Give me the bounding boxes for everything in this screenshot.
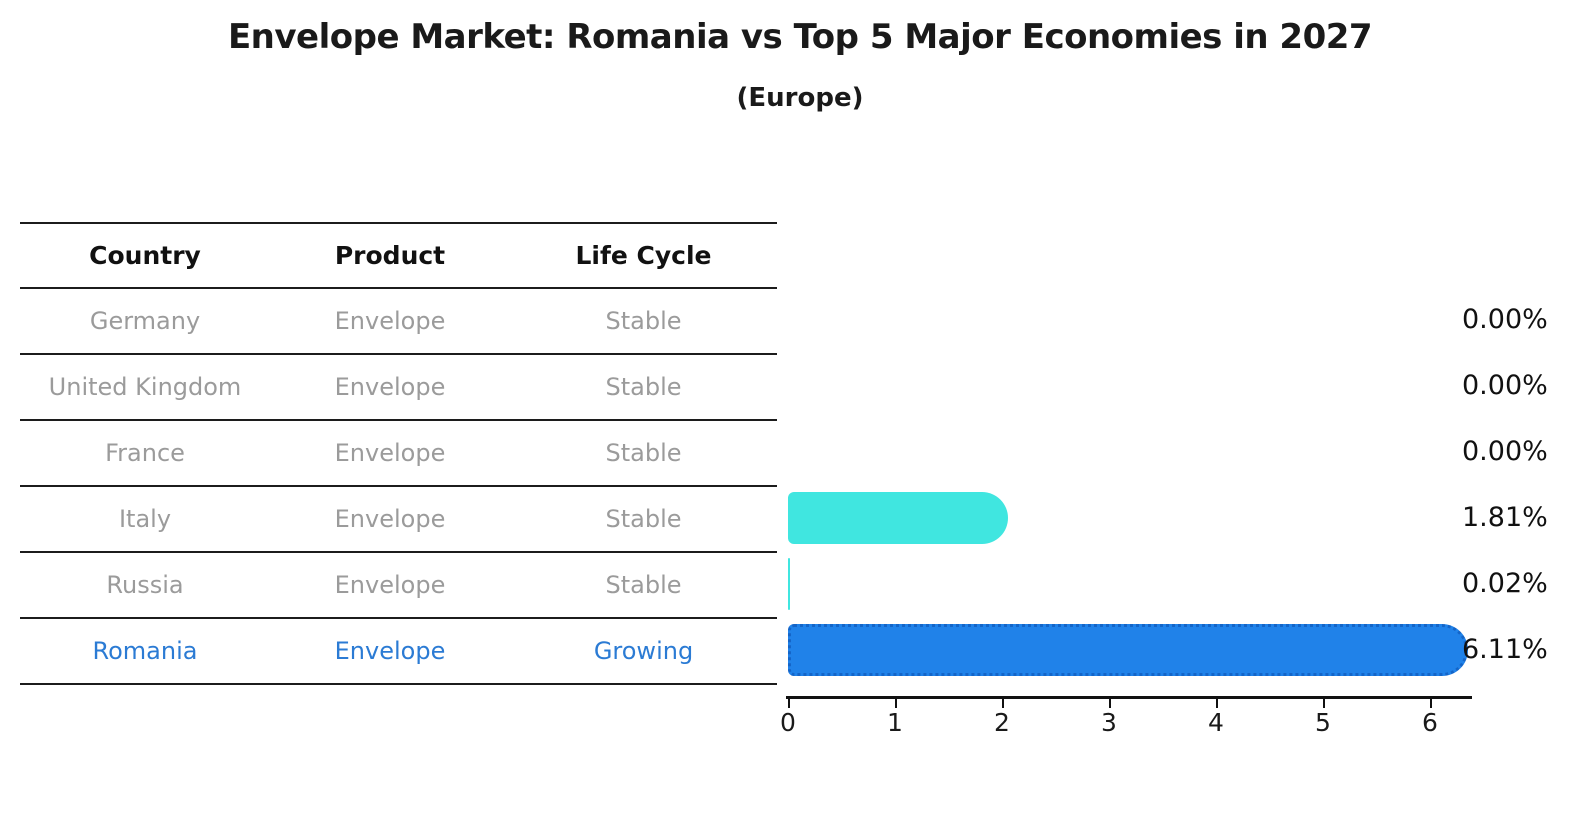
column-header-lifecycle: Life Cycle bbox=[575, 241, 712, 270]
x-axis-tick-label-5: 5 bbox=[1315, 708, 1331, 737]
country-cell: United Kingdom bbox=[48, 373, 242, 401]
table-row-russia: Russia Envelope Stable bbox=[20, 553, 777, 619]
value-label-russia: 0.02% bbox=[1462, 568, 1548, 599]
value-label-romania: 6.11% bbox=[1462, 634, 1548, 665]
product-cell: Envelope bbox=[334, 637, 446, 665]
table-row-germany: Germany Envelope Stable bbox=[20, 289, 777, 355]
bar-row-russia bbox=[788, 551, 1488, 617]
value-label-italy: 1.81% bbox=[1462, 502, 1548, 533]
x-axis-tick-label-2: 2 bbox=[994, 708, 1010, 737]
chart-subtitle: (Europe) bbox=[736, 83, 864, 113]
bar-row-italy bbox=[788, 485, 1488, 551]
country-cell: Romania bbox=[92, 637, 198, 665]
table-row-italy: Italy Envelope Stable bbox=[20, 487, 777, 553]
x-axis-tick-2 bbox=[1002, 699, 1004, 708]
country-cell: Germany bbox=[89, 307, 201, 335]
lifecycle-cell: Stable bbox=[605, 307, 682, 335]
product-cell: Envelope bbox=[334, 373, 446, 401]
table-header-row: Country Product Life Cycle bbox=[20, 224, 777, 289]
bar-italy bbox=[788, 492, 1008, 544]
value-label-france: 0.00% bbox=[1462, 436, 1548, 467]
table-row-france: France Envelope Stable bbox=[20, 421, 777, 487]
x-axis-tick-label-4: 4 bbox=[1208, 708, 1224, 737]
value-label-united-kingdom: 0.00% bbox=[1462, 370, 1548, 401]
bar-romania bbox=[788, 624, 1468, 676]
x-axis-tick-label-0: 0 bbox=[780, 708, 796, 737]
country-cell: Italy bbox=[118, 505, 172, 533]
lifecycle-cell: Stable bbox=[605, 571, 682, 599]
x-axis-tick-label-1: 1 bbox=[887, 708, 903, 737]
country-table: Country Product Life Cycle Germany Envel… bbox=[20, 222, 777, 685]
lifecycle-cell: Growing bbox=[593, 637, 694, 665]
product-cell: Envelope bbox=[334, 307, 446, 335]
country-cell: France bbox=[105, 439, 185, 467]
product-cell: Envelope bbox=[334, 505, 446, 533]
value-label-germany: 0.00% bbox=[1462, 304, 1548, 335]
lifecycle-cell: Stable bbox=[605, 373, 682, 401]
product-cell: Envelope bbox=[334, 439, 446, 467]
x-axis-tick-1 bbox=[895, 699, 897, 708]
table-row-united-kingdom: United Kingdom Envelope Stable bbox=[20, 355, 777, 421]
x-axis-tick-0 bbox=[788, 699, 790, 708]
column-header-product: Product bbox=[334, 241, 446, 270]
x-axis-tick-label-3: 3 bbox=[1101, 708, 1117, 737]
chart-title: Envelope Market: Romania vs Top 5 Major … bbox=[227, 17, 1373, 57]
x-axis-tick-3 bbox=[1109, 699, 1111, 708]
x-axis-tick-6 bbox=[1430, 699, 1432, 708]
lifecycle-cell: Stable bbox=[605, 439, 682, 467]
x-axis-tick-5 bbox=[1323, 699, 1325, 708]
x-axis-tick-4 bbox=[1216, 699, 1218, 708]
x-axis-line bbox=[786, 696, 1472, 699]
bar-russia bbox=[788, 558, 791, 610]
bar-row-romania bbox=[788, 617, 1488, 683]
column-header-country: Country bbox=[89, 241, 201, 270]
lifecycle-cell: Stable bbox=[605, 505, 682, 533]
table-row-romania: Romania Envelope Growing bbox=[20, 619, 777, 685]
country-cell: Russia bbox=[106, 571, 184, 599]
product-cell: Envelope bbox=[334, 571, 446, 599]
x-axis-tick-label-6: 6 bbox=[1422, 708, 1438, 737]
